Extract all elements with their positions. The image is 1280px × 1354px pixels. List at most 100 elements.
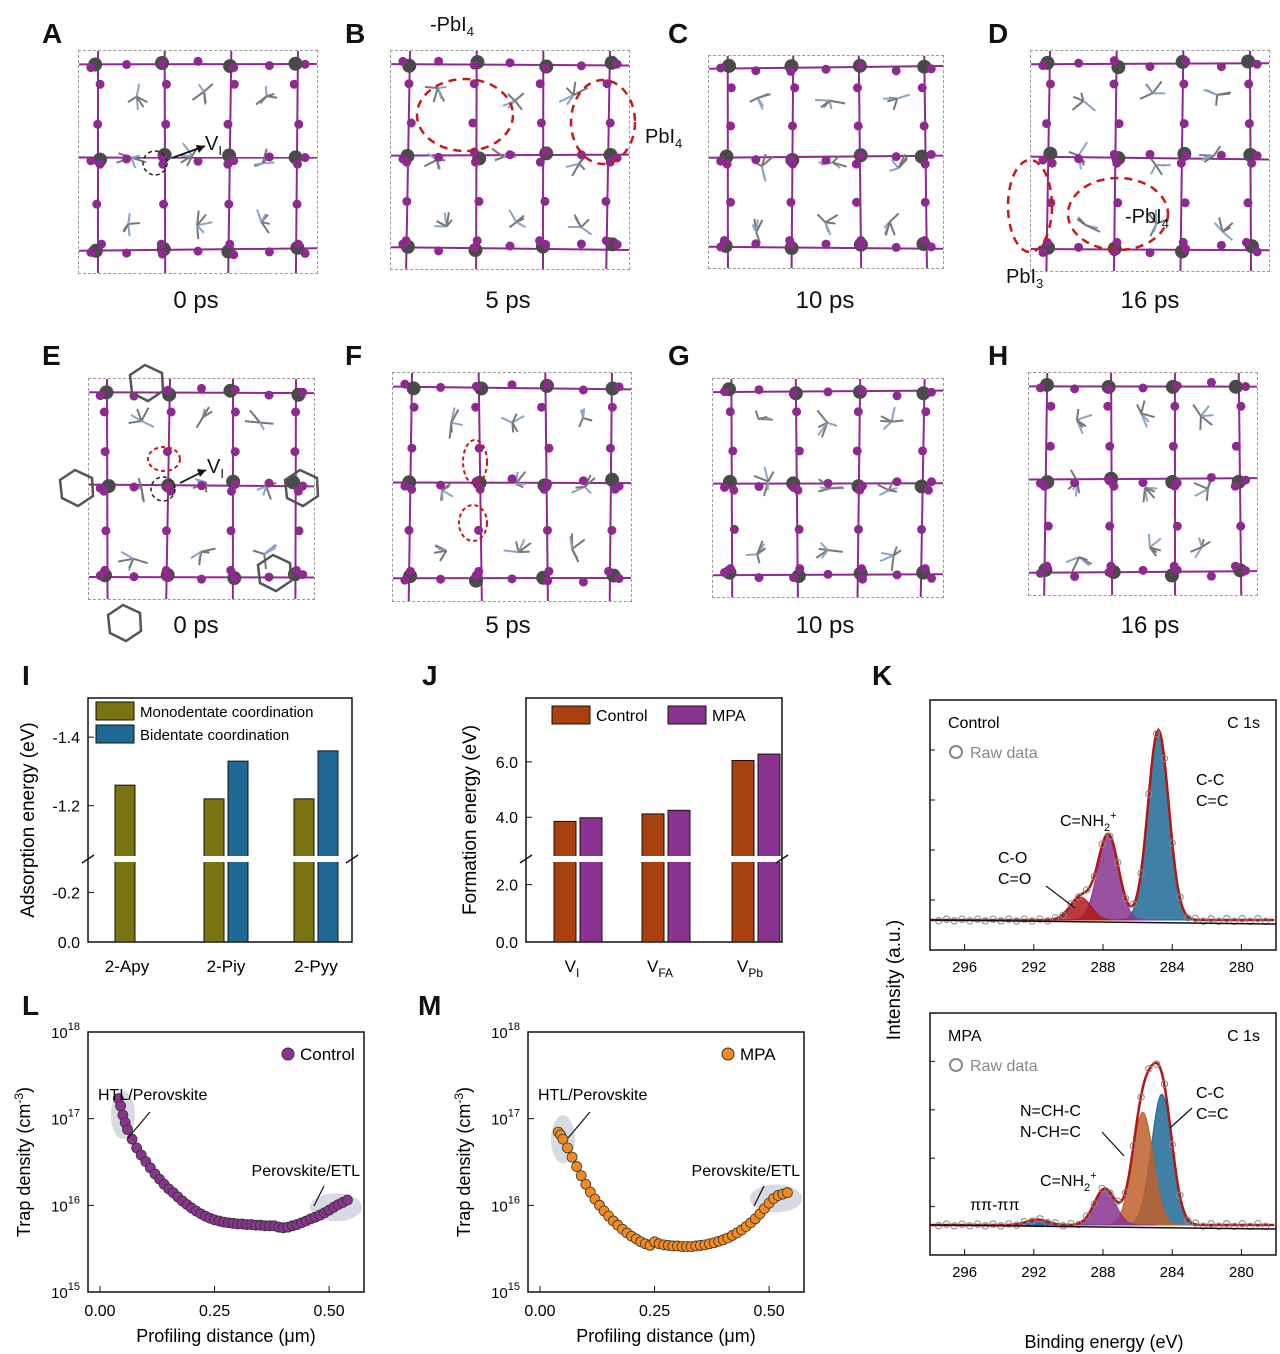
annotation-K1: C-C xyxy=(1196,772,1224,789)
raw-data-point-K2 xyxy=(1114,1197,1122,1205)
legend-label-M: MPA xyxy=(740,1045,776,1064)
i-atom xyxy=(230,385,240,395)
fa-molecule-bond xyxy=(1203,88,1218,96)
i-atom xyxy=(298,570,308,580)
legend-label-J: Control xyxy=(596,708,648,725)
fa-molecule-bond xyxy=(565,162,580,168)
fa-molecule-bond xyxy=(1071,556,1081,572)
y-axis-label-L: Trap density (cm-3) xyxy=(12,1087,34,1237)
fa-molecule-bond xyxy=(491,147,504,158)
fa-molecule-bond xyxy=(195,416,204,429)
fa-molecule-bond xyxy=(1218,217,1224,232)
i-atom xyxy=(1070,572,1080,582)
fa-molecule-bond xyxy=(515,541,520,553)
i-atom xyxy=(507,380,517,390)
i-atom xyxy=(86,247,96,257)
y-tick-label-L: 1016 xyxy=(51,1194,80,1215)
fa-molecule-bond xyxy=(767,471,775,482)
i-atom xyxy=(920,197,930,207)
i-atom xyxy=(853,407,863,417)
fa-molecule-bond xyxy=(754,410,760,420)
panel-letter-A: A xyxy=(42,18,63,49)
i-atom xyxy=(605,157,615,167)
panel-letter-M: M xyxy=(418,990,442,1021)
fa-molecule-bond xyxy=(573,86,589,96)
i-atom xyxy=(754,573,764,583)
axis-break-band-I xyxy=(89,856,351,862)
i-atom xyxy=(535,79,545,89)
annotation-arrow-L xyxy=(313,1185,325,1207)
fa-molecule-bond xyxy=(1215,94,1219,106)
fa-molecule-bond xyxy=(756,547,767,556)
i-atom xyxy=(578,476,588,486)
i-atom xyxy=(1105,521,1115,531)
fa-molecule-bond xyxy=(1192,404,1202,417)
i-atom xyxy=(298,387,308,397)
i-atom xyxy=(474,443,484,453)
fa-molecule-bond xyxy=(1154,164,1163,176)
i-atom xyxy=(1206,472,1216,482)
x-tick-label-K: 296 xyxy=(952,959,977,976)
i-atom xyxy=(161,119,171,129)
panel-letter-H: H xyxy=(988,340,1009,371)
i-atom xyxy=(197,383,206,393)
fa-molecule-bond xyxy=(128,221,140,225)
pb-atom xyxy=(722,58,737,73)
y-axis-label-M: Trap density (cm-3) xyxy=(452,1087,474,1237)
adsorbed-molecules-E xyxy=(58,363,320,643)
i-atom xyxy=(1206,377,1216,387)
i-atom xyxy=(1138,383,1148,393)
fa-molecule-bond xyxy=(888,221,896,236)
row2-overlays xyxy=(58,363,488,643)
i-atom xyxy=(122,60,132,70)
fa-molecule-bond xyxy=(571,538,586,550)
x-tick-label-K: 288 xyxy=(1090,1264,1115,1281)
i-atom xyxy=(1252,59,1262,69)
i-atom xyxy=(1047,158,1057,168)
i-atom xyxy=(720,482,729,492)
lattice-image-C xyxy=(709,56,943,268)
fa-molecule-bond xyxy=(441,489,454,498)
raw-data-point-K1 xyxy=(958,915,966,923)
i-atom xyxy=(1074,242,1084,252)
fa-molecule-bond xyxy=(423,158,438,168)
i-atom xyxy=(856,240,866,250)
i-atom xyxy=(226,565,236,575)
corner-label-K2: C 1s xyxy=(1227,1028,1260,1045)
fa-molecule-bond xyxy=(879,554,894,562)
legend-label-I: Monodentate coordination xyxy=(140,704,313,721)
i-atom xyxy=(471,402,481,412)
i-atom xyxy=(129,482,139,492)
fa-molecule-bond xyxy=(264,85,268,97)
time-label-G: 10 ps xyxy=(795,612,855,639)
fa-molecule-bond xyxy=(1200,415,1213,426)
legend-label-L: Control xyxy=(300,1045,355,1064)
legend-swatch-I xyxy=(95,701,135,721)
i-atom xyxy=(1216,150,1226,160)
raw-data-point-K2 xyxy=(1036,1215,1044,1223)
i-atom xyxy=(852,197,862,207)
fa-molecule-bond xyxy=(1213,222,1224,233)
fa-molecule-bond xyxy=(501,416,513,424)
i-atom xyxy=(920,235,930,245)
highlight-ellipse-B1 xyxy=(415,77,515,153)
x-tick-label-L: 0.25 xyxy=(199,1303,230,1320)
i-atom xyxy=(1244,119,1254,129)
highlight-ellipse-B2 xyxy=(569,78,637,166)
raw-data-point-K1 xyxy=(1230,917,1239,925)
i-atom xyxy=(291,407,301,417)
i-atom xyxy=(96,239,106,249)
fa-molecule-bond xyxy=(831,155,840,164)
raw-data-point-K1 xyxy=(989,915,997,923)
md-snapshot-G xyxy=(712,378,944,598)
arrowhead-E xyxy=(197,469,206,477)
i-atom xyxy=(1103,401,1113,411)
i-atom xyxy=(95,79,105,89)
i-atom xyxy=(407,484,417,494)
i-atom xyxy=(892,570,902,580)
i-atom xyxy=(1046,401,1056,411)
i-atom xyxy=(543,380,553,390)
legend-label-I: Bidentate coordination xyxy=(140,727,289,744)
i-atom xyxy=(754,385,764,395)
raw-data-point-K2 xyxy=(973,1220,982,1228)
